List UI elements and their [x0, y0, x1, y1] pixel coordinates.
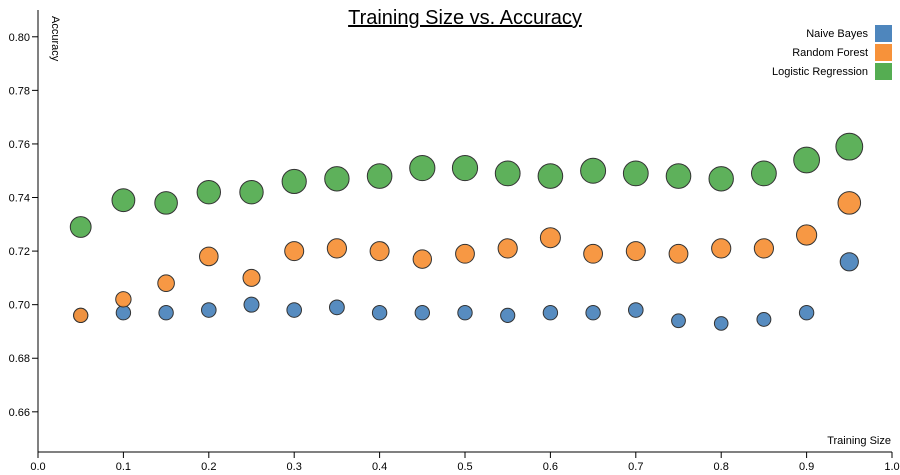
point-series-2-6: [324, 166, 350, 192]
point-series-1-10: [497, 238, 518, 259]
point-series-0-16: [756, 311, 772, 327]
x-tick-label-1: 0.1: [116, 461, 131, 473]
point-series-0-12: [585, 305, 601, 321]
point-series-1-17: [796, 224, 818, 246]
y-tick-label-5: 0.76: [9, 139, 30, 151]
x-axis-label: Training Size: [827, 435, 891, 447]
point-series-2-8: [409, 154, 436, 182]
point-series-1-2: [157, 274, 175, 293]
point-series-0-4: [243, 296, 260, 313]
x-tick-label-10: 1.0: [884, 461, 899, 473]
point-series-0-5: [286, 302, 303, 318]
point-series-2-1: [111, 188, 136, 213]
point-series-1-8: [412, 249, 432, 269]
x-tick-label-8: 0.8: [714, 461, 729, 473]
legend: Naive Bayes Random Forest Logistic Regress…: [772, 25, 892, 80]
point-series-2-14: [665, 163, 692, 189]
point-series-0-13: [628, 302, 644, 318]
point-series-1-11: [539, 227, 561, 249]
point-series-2-17: [793, 146, 820, 174]
point-series-0-9: [457, 305, 473, 321]
legend-label-1: Random Forest: [792, 47, 868, 59]
data-points: [69, 132, 864, 331]
point-series-0-7: [371, 305, 388, 321]
point-series-0-1: [115, 305, 132, 321]
point-series-1-9: [455, 243, 475, 264]
y-tick-label-3: 0.72: [9, 246, 30, 258]
point-series-0-18: [839, 252, 859, 272]
point-series-2-13: [622, 160, 649, 187]
point-series-1-1: [115, 291, 132, 308]
point-series-0-8: [414, 305, 430, 321]
point-series-1-15: [711, 238, 732, 259]
x-tick-label-2: 0.2: [201, 461, 216, 473]
point-series-1-4: [242, 268, 261, 287]
point-series-1-0: [73, 307, 89, 323]
x-tick-label-4: 0.4: [372, 461, 387, 473]
point-series-1-14: [668, 243, 689, 264]
point-series-2-15: [708, 166, 734, 192]
point-series-0-14: [671, 313, 686, 329]
y-axis-label: Accuracy: [49, 16, 61, 62]
point-series-2-4: [239, 179, 264, 205]
legend-label-0: Naive Bayes: [806, 28, 868, 40]
y-tick-label-4: 0.74: [9, 193, 30, 205]
point-series-2-9: [451, 154, 479, 182]
point-series-1-5: [284, 241, 305, 262]
point-series-1-7: [369, 241, 390, 262]
x-tick-label-0: 0.0: [30, 461, 45, 473]
point-series-2-11: [537, 163, 564, 189]
point-series-2-5: [281, 168, 307, 195]
point-series-0-17: [798, 305, 815, 321]
point-series-2-3: [196, 179, 222, 205]
point-series-2-12: [580, 157, 607, 184]
point-series-2-2: [154, 191, 178, 215]
point-series-1-3: [199, 246, 219, 267]
point-series-2-18: [835, 132, 864, 161]
legend-swatch-1: [875, 44, 892, 61]
point-series-2-10: [494, 160, 521, 187]
point-series-0-6: [329, 299, 345, 316]
point-series-0-11: [542, 305, 559, 321]
legend-label-2: Logistic Regression: [772, 66, 868, 78]
y-tick-label-0: 0.66: [9, 407, 30, 419]
x-tick-label-5: 0.5: [457, 461, 472, 473]
y-tick-label-7: 0.80: [9, 32, 30, 44]
point-series-1-18: [837, 191, 862, 215]
y-tick-label-2: 0.70: [9, 300, 30, 312]
point-series-2-7: [366, 163, 393, 189]
point-series-0-2: [158, 305, 174, 321]
point-series-2-0: [69, 216, 92, 238]
y-tick-label-1: 0.68: [9, 353, 30, 365]
legend-swatch-2: [875, 63, 892, 80]
x-tick-label-9: 0.9: [799, 461, 814, 473]
x-tick-label-6: 0.6: [543, 461, 558, 473]
point-series-0-10: [500, 307, 516, 323]
point-series-0-15: [713, 316, 729, 331]
y-tick-label-6: 0.78: [9, 85, 30, 97]
x-tick-label-7: 0.7: [628, 461, 643, 473]
legend-swatch-0: [875, 25, 892, 42]
point-series-1-12: [583, 243, 603, 264]
point-series-2-16: [751, 160, 777, 187]
point-series-1-6: [326, 238, 347, 259]
chart-title: Training Size vs. Accuracy: [348, 7, 582, 29]
x-tick-label-3: 0.3: [287, 461, 302, 473]
point-series-1-13: [625, 241, 646, 262]
x-axis: 0.0 0.1 0.2 0.3 0.4 0.5 0.6 0.7 0.8 0.9 1.0: [30, 451, 900, 473]
y-axis: 0.66 0.68 0.70 0.72 0.74 0.76 0.78 0.80: [9, 10, 39, 452]
point-series-1-16: [753, 238, 775, 259]
point-series-0-3: [201, 302, 217, 318]
